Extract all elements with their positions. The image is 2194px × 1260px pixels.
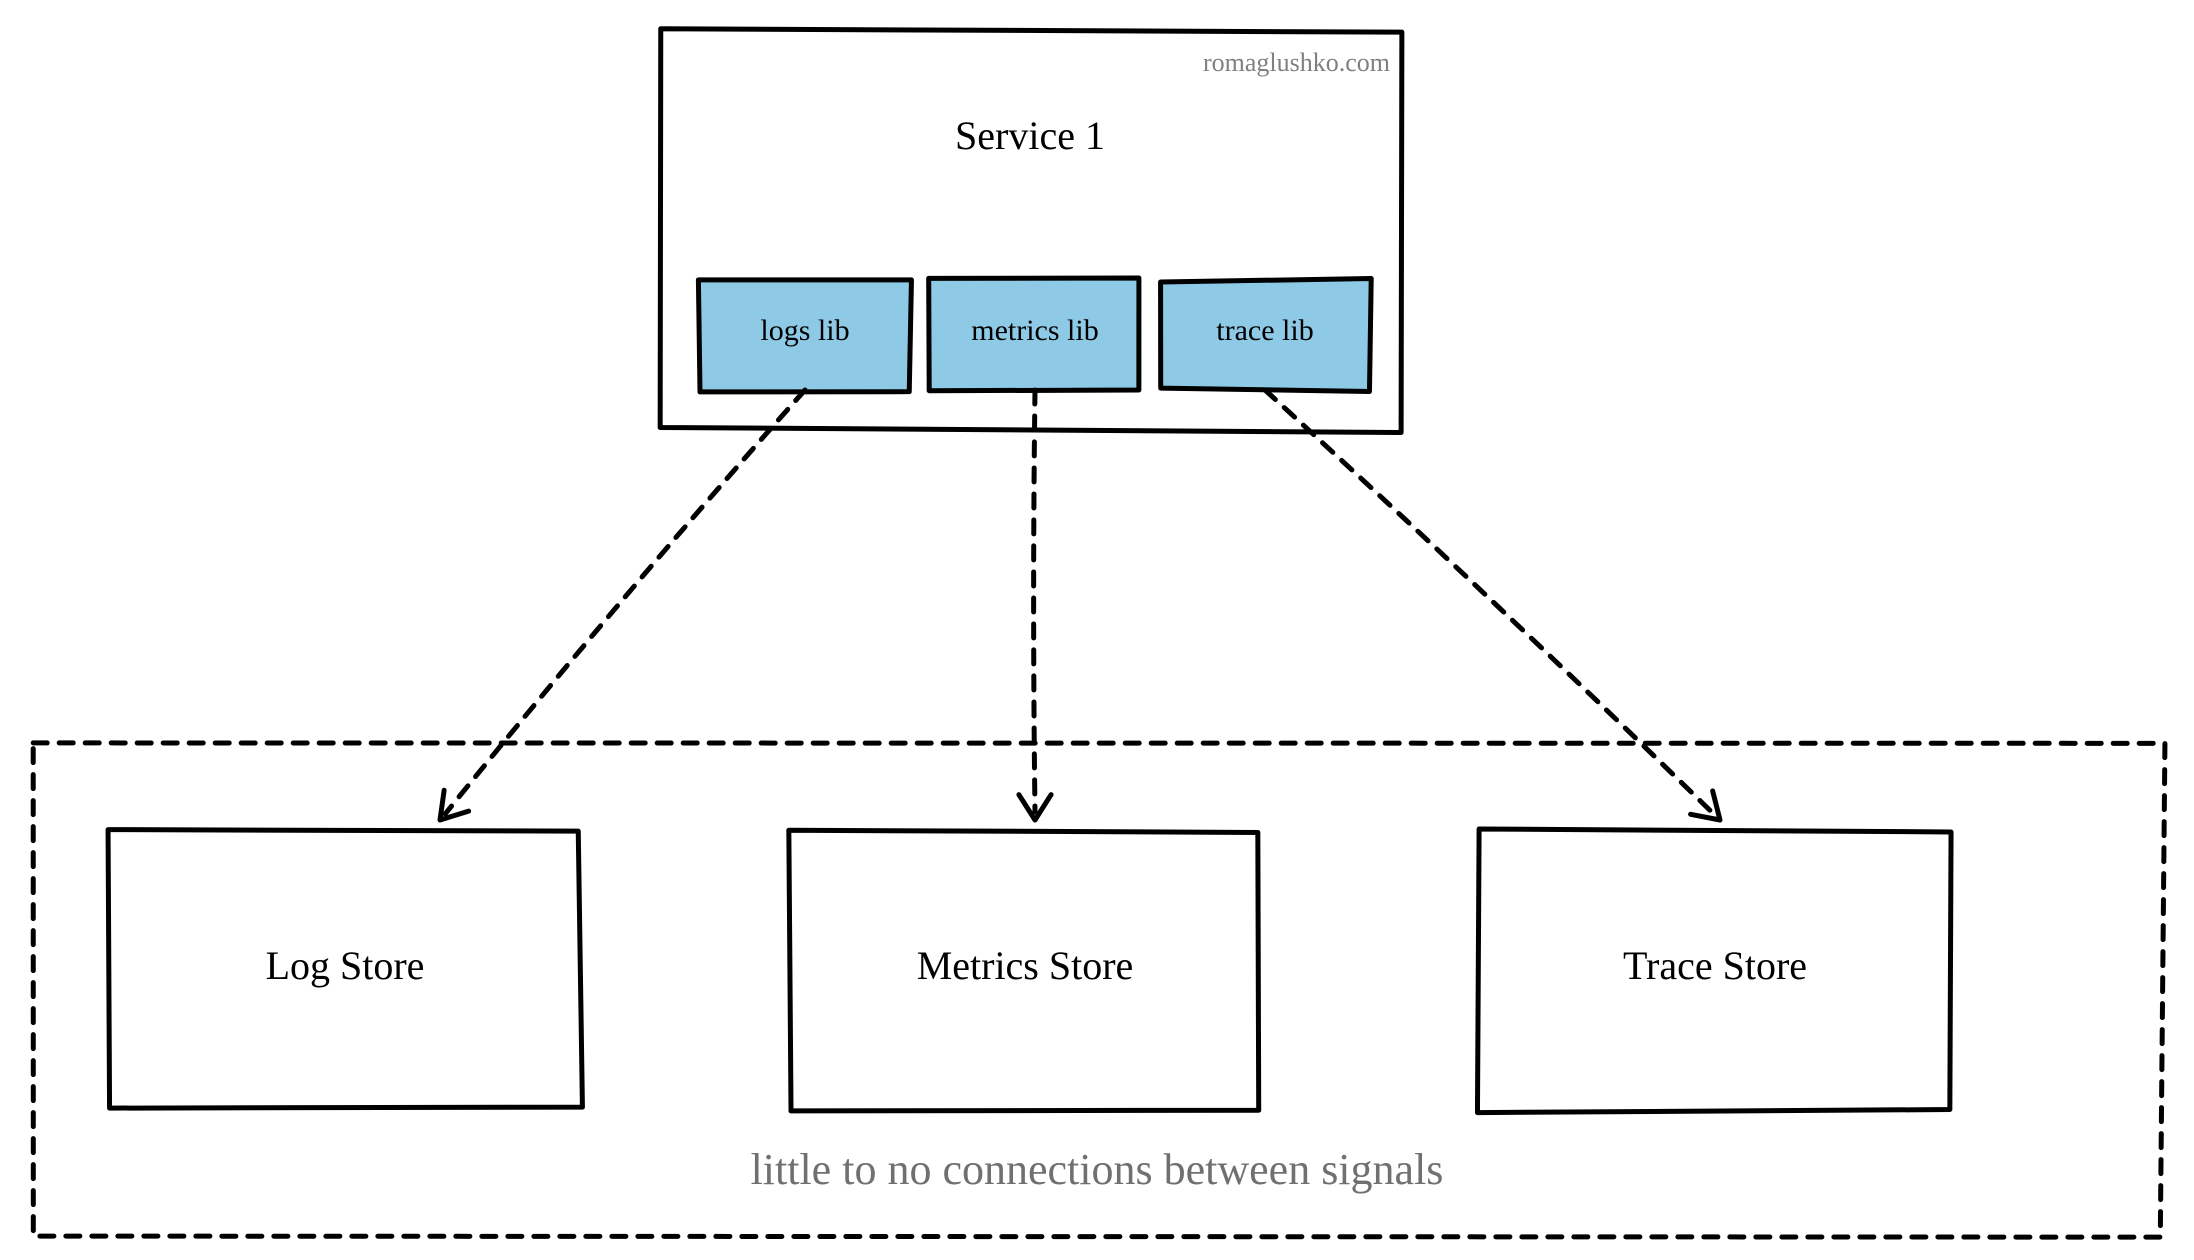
store-box-label-trace: Trace Store	[1415, 942, 2015, 989]
caption-text: little to no connections between signals	[397, 1144, 1797, 1195]
lib-box-label-trace: trace lib	[965, 314, 1565, 348]
store-box-label-log: Log Store	[45, 942, 645, 989]
diagram-canvas	[0, 0, 2194, 1260]
watermark-text: romaglushko.com	[1110, 48, 1390, 78]
service-box-label: Service 1	[730, 112, 1330, 159]
store-box-label-metrics: Metrics Store	[725, 942, 1325, 989]
